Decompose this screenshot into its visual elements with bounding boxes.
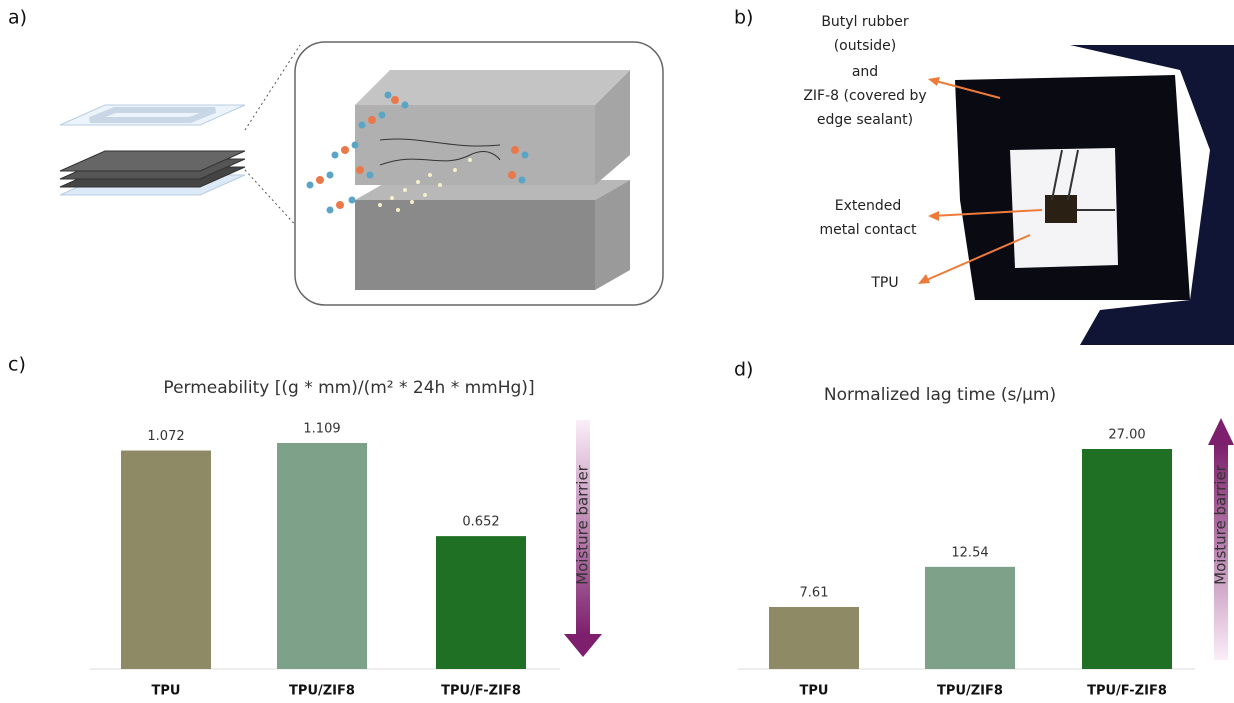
panel-label: a): [8, 7, 27, 29]
value-label: 1.072: [147, 429, 184, 444]
chart-title: Permeability [(g * mm)/(m² * 24h * mmHg)…: [163, 378, 534, 398]
panel-label: b): [734, 7, 753, 29]
x-tick-label: TPU: [152, 684, 181, 699]
photo-label: edge sealant): [817, 112, 913, 128]
arrow-head: [564, 634, 602, 657]
value-label: 27.00: [1108, 428, 1145, 443]
value-label: 1.109: [303, 422, 340, 437]
bar: [121, 451, 211, 669]
photo: [935, 45, 1234, 345]
annotation: Moisture barrier: [1212, 464, 1230, 585]
photo-label: TPU: [870, 275, 898, 291]
value-label: 0.652: [462, 515, 499, 530]
bar: [769, 607, 859, 669]
annotation: Moisture barrier: [574, 464, 592, 585]
schematic: [60, 42, 663, 305]
x-tick-label: TPU/ZIF8: [289, 684, 355, 699]
photo-label: Butyl rubber: [821, 14, 909, 30]
bar: [925, 567, 1015, 669]
x-tick-label: TPU/F-ZIF8: [441, 684, 521, 699]
photo-label: Extended: [835, 198, 902, 214]
photo-label: and: [852, 64, 878, 80]
photo-label: metal contact: [819, 222, 917, 238]
x-tick-label: TPU: [800, 684, 829, 699]
photo-label: (outside): [834, 38, 897, 54]
bar: [1082, 449, 1172, 669]
value-label: 12.54: [951, 545, 988, 560]
arrow-head: [1208, 418, 1234, 445]
figure: a) b) c) d): [0, 0, 1234, 703]
x-tick-label: TPU/ZIF8: [937, 684, 1003, 699]
panel-label: d): [734, 359, 753, 381]
bar: [436, 536, 526, 669]
x-tick-label: TPU/F-ZIF8: [1087, 684, 1167, 699]
value-label: 7.61: [800, 585, 829, 600]
bar: [277, 443, 367, 669]
panel-label: c): [8, 354, 26, 376]
photo-label: ZIF-8 (covered by: [803, 88, 926, 104]
chart-title: Normalized lag time (s/µm): [824, 385, 1056, 405]
